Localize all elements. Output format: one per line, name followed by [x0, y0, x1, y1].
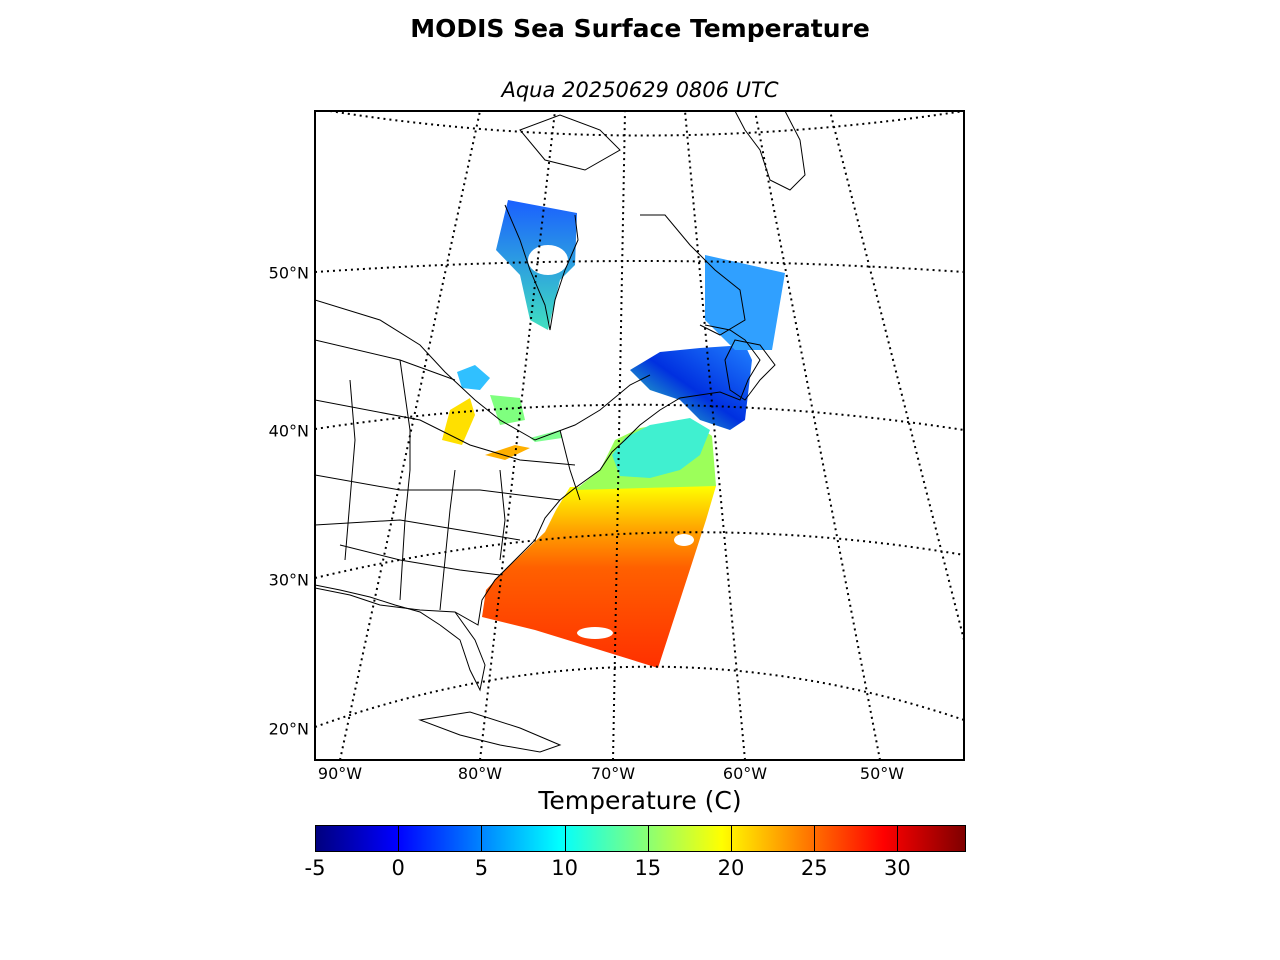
sst-lake-michigan — [442, 398, 475, 445]
state-border — [339, 544, 501, 576]
sst-gulf-of-maine — [612, 418, 710, 478]
lon-label-50w: 50°W — [859, 764, 905, 783]
state-border — [315, 519, 521, 541]
state-border — [344, 379, 356, 561]
chart-title: MODIS Sea Surface Temperature — [410, 14, 870, 43]
cloud-gap — [577, 627, 613, 639]
colorbar-tick-mark — [731, 825, 733, 852]
parallel-20n — [315, 665, 964, 728]
colorbar-tick-mark — [647, 825, 649, 852]
meridian-50w — [754, 111, 881, 760]
state-border — [315, 474, 561, 501]
cloud-gap — [528, 245, 568, 275]
labrador-coast — [640, 214, 746, 336]
us-east-coast — [315, 324, 761, 626]
colorbar-tick-mark — [481, 825, 483, 852]
sst-swath-southern — [482, 486, 716, 668]
sst-lake-huron — [490, 395, 525, 425]
lon-label-70w: 70°W — [590, 764, 636, 783]
sst-gulf-of-stlawrence — [630, 345, 752, 430]
meridian-90w — [339, 111, 481, 760]
state-border — [439, 469, 456, 611]
colorbar-tick-mark — [897, 825, 899, 852]
meridian-80w — [479, 111, 556, 760]
greenland — [734, 111, 806, 191]
lat-label-50n: 50°N — [268, 263, 309, 283]
sst-lake-superior — [457, 365, 490, 390]
colorbar-tick-label: 15 — [634, 856, 662, 880]
parallel-50n — [315, 260, 964, 273]
cloud-gap — [674, 534, 694, 546]
sst-lake-erie — [485, 445, 530, 460]
colorbar-tick-label: -5 — [304, 856, 326, 880]
state-border — [499, 469, 506, 561]
colorbar-tick-label: 30 — [884, 856, 911, 880]
map-area — [315, 111, 964, 760]
colorbar — [315, 825, 966, 852]
colorbar-tick-label: 20 — [717, 856, 745, 880]
lon-label-80w: 80°W — [457, 764, 503, 783]
lon-label-90w: 90°W — [317, 764, 363, 783]
lat-label-30n: 30°N — [268, 570, 309, 590]
hudson-bay-coast — [504, 204, 579, 331]
cuba — [418, 711, 562, 753]
colorbar-tick-mark — [564, 825, 566, 852]
colorbar-tick-label: 25 — [800, 856, 828, 880]
lat-label-40n: 40°N — [268, 421, 309, 441]
sst-labrador-sea — [705, 255, 785, 350]
state-border — [559, 429, 581, 501]
colorbar-tick-mark — [814, 825, 816, 852]
map-frame — [314, 110, 965, 761]
colorbar-tick-label: 10 — [551, 856, 578, 880]
lon-label-60w: 60°W — [722, 764, 768, 783]
colorbar-tick-label: 5 — [474, 856, 489, 880]
parallel-40n — [315, 403, 964, 431]
state-border — [399, 359, 411, 601]
us-canada-border — [315, 299, 651, 441]
meridian-70w — [612, 111, 626, 760]
arctic-islands — [519, 114, 621, 171]
coastline-layer — [315, 111, 806, 753]
chart-subtitle: Aqua 20250629 0806 UTC — [501, 78, 779, 102]
meridian-40w — [829, 111, 964, 641]
lat-label-20n: 20°N — [268, 719, 309, 739]
gulf-coast — [315, 584, 441, 626]
newfoundland — [724, 339, 776, 401]
state-border — [315, 399, 576, 466]
colorbar-tick-label: 0 — [391, 856, 405, 880]
colorbar-tick-mark — [398, 825, 400, 852]
florida — [439, 611, 486, 692]
graticule-parallels — [315, 111, 964, 728]
meridian-60w — [684, 111, 746, 760]
colorbar-label: Temperature (C) — [538, 786, 742, 815]
graticule-meridians — [339, 111, 964, 760]
